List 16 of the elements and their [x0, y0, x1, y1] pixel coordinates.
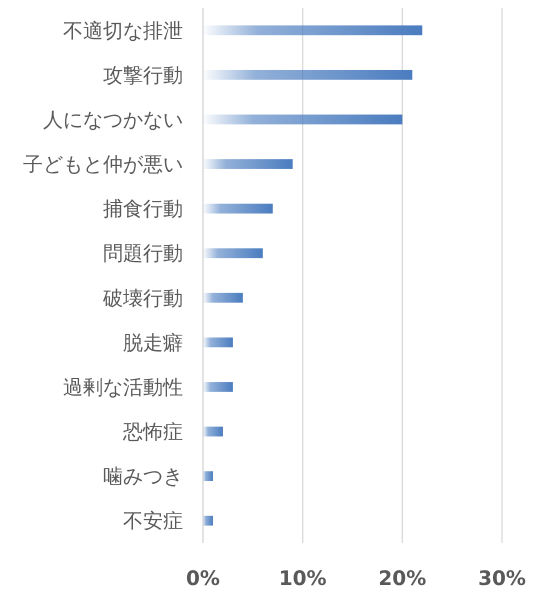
y-tick-label: 不安症	[123, 508, 183, 533]
y-tick-label: 問題行動	[103, 241, 183, 266]
y-tick-label: 噛みつき	[103, 464, 183, 488]
y-tick-label: 子どもと仲が悪い	[23, 152, 183, 176]
y-tick-label: 人になつかない	[43, 107, 183, 132]
x-tick-label: 0%	[186, 566, 220, 590]
y-tick-label: 攻撃行動	[103, 62, 183, 87]
y-tick-label: 脱走癖	[123, 330, 183, 354]
y-tick-label: 過剰な活動性	[63, 374, 183, 399]
y-tick-label: 恐怖症	[122, 420, 183, 444]
y-tick-label: 破壊行動	[102, 286, 183, 310]
x-tick-label: 20%	[378, 566, 426, 590]
y-tick-label: 不適切な排泄	[63, 18, 183, 42]
x-tick-label: 10%	[278, 566, 327, 590]
x-tick-label: 30%	[478, 566, 526, 590]
y-tick-label: 捕食行動	[103, 196, 183, 221]
